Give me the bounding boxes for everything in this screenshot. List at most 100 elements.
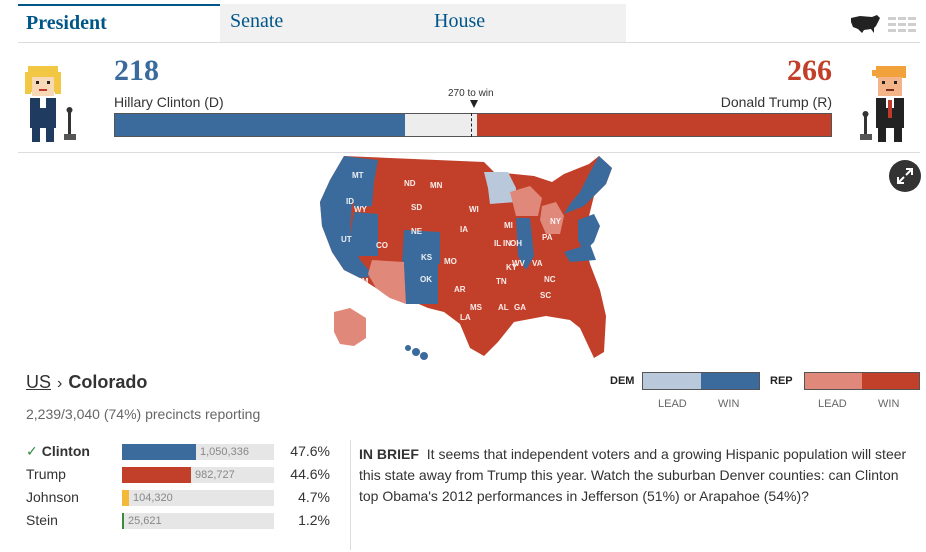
candidate-name: Johnson xyxy=(26,489,79,505)
dem-lead-label: LEAD xyxy=(658,398,687,410)
state-label-sc: SC xyxy=(540,291,551,300)
breadcrumb-current-state: Colorado xyxy=(68,372,148,392)
state-label-wy: WY xyxy=(354,205,368,214)
vote-bar-fill xyxy=(122,490,129,506)
state-label-in: IN xyxy=(503,239,511,248)
state-label-ny: NY xyxy=(550,217,562,226)
rep-lead-label: LEAD xyxy=(818,398,847,410)
state-label-ia: IA xyxy=(460,225,468,234)
rep-electoral-count: 266 xyxy=(787,54,832,87)
state-label-va: VA xyxy=(532,259,543,268)
state-label-la: LA xyxy=(460,313,471,322)
result-row-clinton: ✓ Clinton 1,050,336 47.6% xyxy=(26,442,346,462)
dem-win-swatch xyxy=(701,373,759,389)
state-label-ut: UT xyxy=(341,235,352,244)
state-label-wi: WI xyxy=(469,205,479,214)
vote-bar-fill xyxy=(122,444,196,460)
breadcrumb-separator: › xyxy=(57,375,63,392)
dem-win-label: WIN xyxy=(718,398,740,410)
state-label-oh: OH xyxy=(510,239,522,248)
state-label-ky: KY xyxy=(506,263,518,272)
state-label-nd: ND xyxy=(404,179,416,188)
state-label-al: AL xyxy=(498,303,509,312)
electoral-bar xyxy=(114,113,832,137)
in-brief-heading: IN BRIEF xyxy=(359,446,419,462)
vote-count: 1,050,336 xyxy=(200,446,249,458)
state-label-wv: WV xyxy=(512,259,526,268)
state-label-ks: KS xyxy=(421,253,433,262)
rep-legend-tag: REP xyxy=(770,375,793,387)
vote-count: 104,320 xyxy=(133,492,173,504)
rep-win-label: WIN xyxy=(878,398,900,410)
electoral-bar-dem xyxy=(115,114,406,136)
state-label-ok: OK xyxy=(420,275,432,284)
state-label-mn: MN xyxy=(430,181,443,190)
breadcrumb-us-link[interactable]: US xyxy=(26,372,52,392)
in-brief-text: It seems that independent voters and a g… xyxy=(359,446,907,504)
electoral-header: 218 Hillary Clinton (D) 266 Donald Trump… xyxy=(18,52,920,153)
vote-bar-track: 982,727 xyxy=(122,467,274,483)
state-label-pa: PA xyxy=(542,233,553,242)
candidate-name: ✓ Clinton xyxy=(26,443,90,460)
state-label-ga: GA xyxy=(514,303,526,312)
vote-percent: 4.7% xyxy=(298,489,330,505)
vote-percent: 1.2% xyxy=(298,512,330,528)
candidate-name-text: Clinton xyxy=(41,443,90,459)
dem-candidate-name: Hillary Clinton (D) xyxy=(114,94,224,110)
results-divider xyxy=(350,440,351,550)
state-label-id: ID xyxy=(346,197,354,206)
state-label-mt: MT xyxy=(352,171,364,180)
win-threshold-label: 270 to win xyxy=(448,88,494,99)
result-row-trump: Trump 982,727 44.6% xyxy=(26,465,346,485)
in-brief: IN BRIEF It seems that independent voter… xyxy=(359,444,907,507)
electoral-bar-rep xyxy=(477,114,831,136)
list-view-icon[interactable] xyxy=(888,16,918,34)
vote-bar-fill xyxy=(122,467,191,483)
state-label-nm: NM xyxy=(356,277,369,286)
vote-bar-track: 25,621 xyxy=(122,513,274,529)
result-row-stein: Stein 25,621 1.2% xyxy=(26,511,346,531)
us-map-icon[interactable] xyxy=(850,14,882,34)
state-label-mi: MI xyxy=(504,221,513,230)
check-icon: ✓ xyxy=(26,443,38,459)
dem-legend-tag: DEM xyxy=(610,375,635,387)
race-tabs: President Senate House xyxy=(18,4,920,43)
state-label-sd: SD xyxy=(411,203,422,212)
view-toggle xyxy=(850,14,920,36)
state-label-co: CO xyxy=(376,241,388,250)
precincts-reporting: 2,239/3,040 (74%) precincts reporting xyxy=(26,406,261,422)
dem-lead-swatch xyxy=(643,373,701,389)
win-threshold-line xyxy=(471,113,472,137)
state-label-ne: NE xyxy=(411,227,423,236)
vote-bar-track: 1,050,336 xyxy=(122,444,274,460)
tab-president[interactable]: President xyxy=(18,4,220,42)
result-row-johnson: Johnson 104,320 4.7% xyxy=(26,488,346,508)
rep-legend-swatches xyxy=(804,372,920,390)
dem-electoral-count: 218 xyxy=(114,54,159,87)
rep-win-swatch xyxy=(862,373,919,389)
vote-count: 25,621 xyxy=(128,515,162,527)
expand-map-button[interactable] xyxy=(889,160,921,192)
win-threshold-arrow xyxy=(470,100,478,108)
breadcrumb: US › Colorado xyxy=(26,372,147,393)
state-label-nc: NC xyxy=(544,275,556,284)
state-label-il: IL xyxy=(494,239,501,248)
expand-icon xyxy=(897,168,913,184)
rep-candidate-name: Donald Trump (R) xyxy=(720,94,832,110)
vote-count: 982,727 xyxy=(195,469,235,481)
trump-avatar xyxy=(860,66,906,142)
state-label-tn: TN xyxy=(496,277,507,286)
tab-senate[interactable]: Senate xyxy=(220,4,424,42)
rep-lead-swatch xyxy=(805,373,862,389)
vote-percent: 47.6% xyxy=(290,443,330,459)
clinton-avatar xyxy=(25,66,76,142)
candidate-name: Stein xyxy=(26,512,58,528)
candidate-name: Trump xyxy=(26,466,66,482)
state-label-ar: AR xyxy=(454,285,466,294)
dem-legend-swatches xyxy=(642,372,760,390)
state-label-mo: MO xyxy=(444,257,457,266)
vote-bar-fill xyxy=(122,513,124,529)
tab-house[interactable]: House xyxy=(424,4,626,42)
